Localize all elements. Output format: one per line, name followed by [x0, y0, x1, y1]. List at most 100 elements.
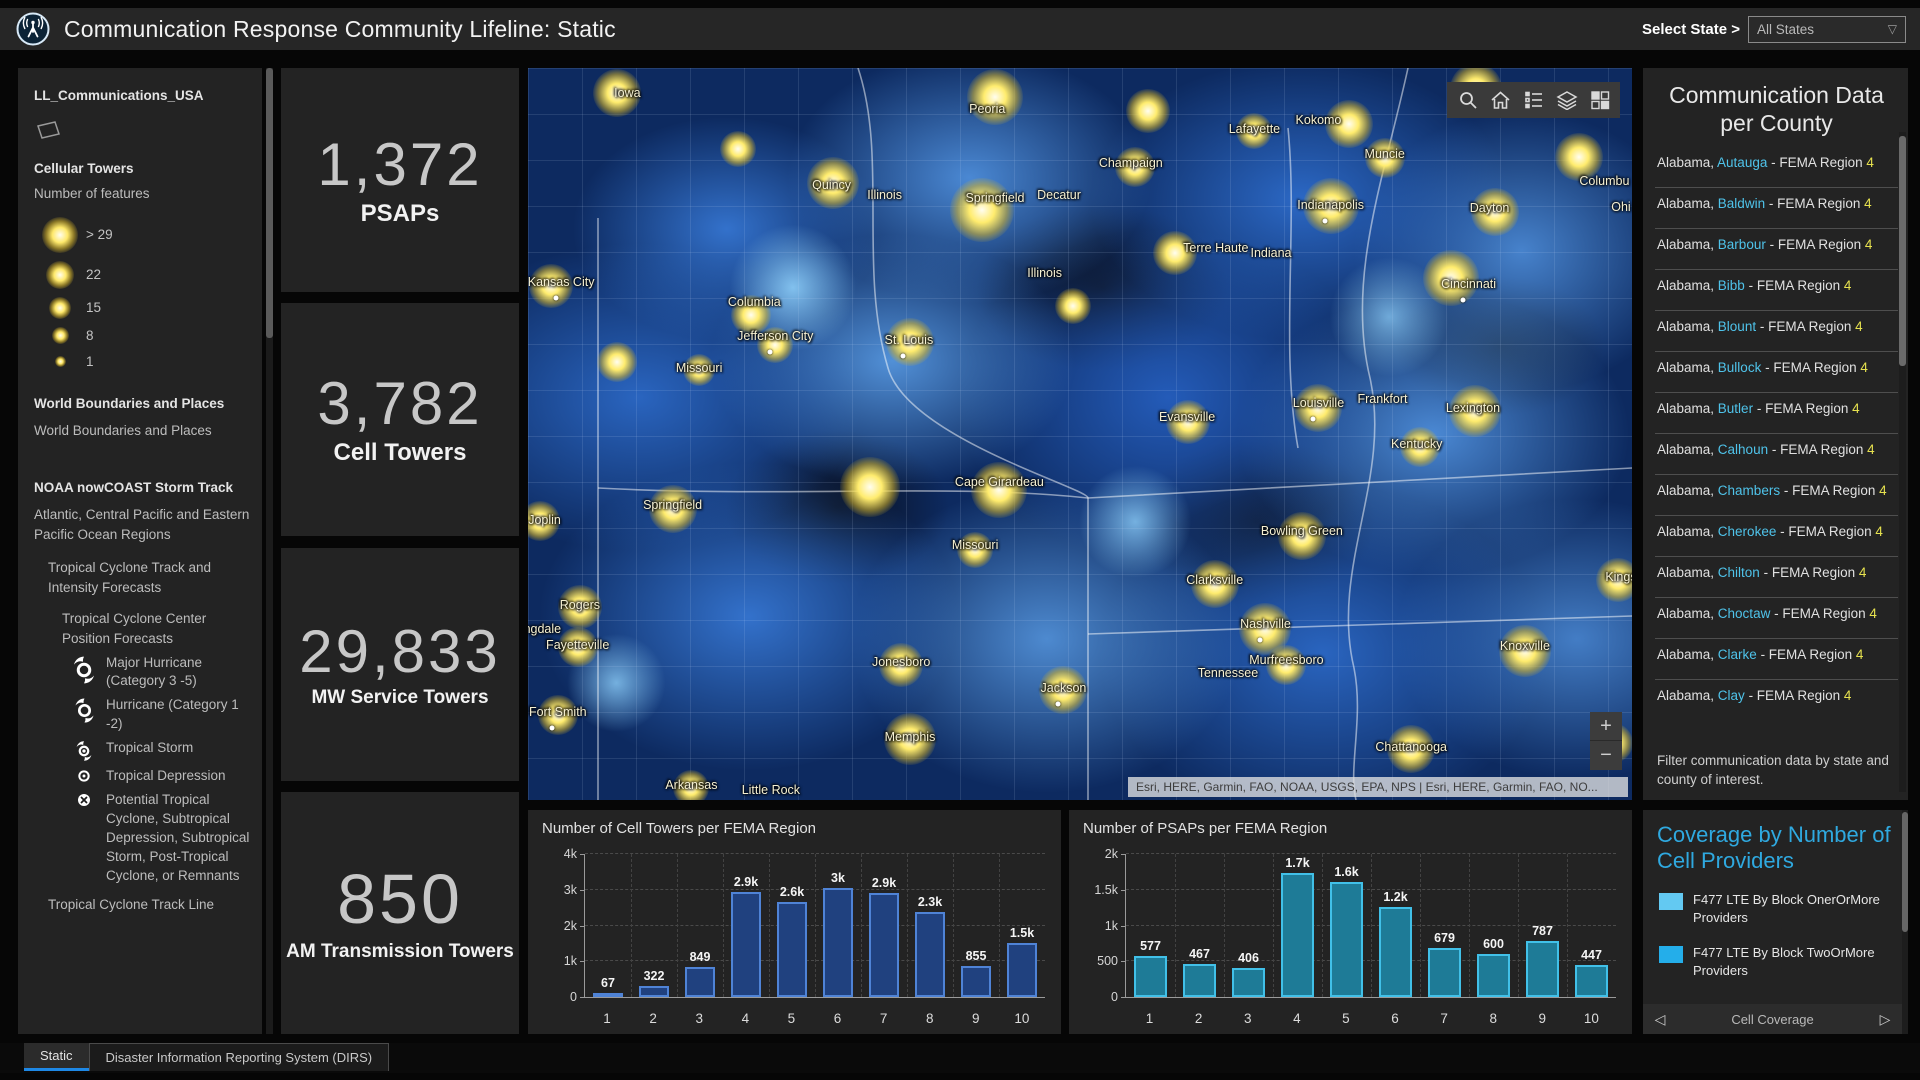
bar[interactable] [1428, 948, 1461, 997]
county-list-item[interactable]: Alabama, Baldwin - FEMA Region 4 [1655, 187, 1898, 228]
layers-icon[interactable] [1550, 82, 1583, 118]
bar-column[interactable]: 679 [1420, 854, 1469, 997]
cell-tower-cluster-marker[interactable] [885, 317, 934, 366]
bar[interactable] [684, 966, 716, 997]
zoom-in-button[interactable]: + [1590, 712, 1622, 741]
bar-column[interactable]: 1.6k [1322, 854, 1371, 997]
bar[interactable] [960, 966, 992, 997]
county-list-scrollbar[interactable] [1899, 132, 1906, 792]
cell-tower-cluster-marker[interactable] [1294, 383, 1343, 432]
coverage-map[interactable]: Iowa Peoria Kokomo Lafayette Muncie Champaign… [528, 68, 1632, 800]
bar[interactable] [822, 887, 854, 997]
cell-tower-cluster-marker[interactable] [1236, 112, 1273, 149]
bar-column[interactable]: 1.5k [999, 854, 1045, 997]
state-dropdown[interactable]: All States ▽ [1748, 15, 1906, 43]
cell-tower-cluster-marker[interactable] [1400, 427, 1441, 468]
bar-column[interactable]: 322 [631, 854, 677, 997]
cell-tower-cluster-marker[interactable] [683, 354, 716, 387]
cell-tower-cluster-marker[interactable] [1152, 231, 1197, 276]
cell-tower-cluster-marker[interactable] [1266, 644, 1307, 685]
bar[interactable] [1477, 954, 1510, 997]
bar[interactable] [1183, 963, 1216, 997]
county-list-item[interactable]: Alabama, Clarke - FEMA Region 4 [1655, 638, 1898, 679]
cell-tower-cluster-marker[interactable] [1115, 146, 1156, 187]
cell-tower-cluster-marker[interactable] [719, 130, 756, 167]
bar[interactable] [1379, 906, 1412, 997]
bar[interactable] [1006, 943, 1038, 997]
bar-column[interactable]: 2.9k [861, 854, 907, 997]
bar-column[interactable]: 447 [1567, 854, 1616, 997]
county-list-item[interactable]: Alabama, Barbour - FEMA Region 4 [1655, 228, 1898, 269]
cell-tower-cluster-marker[interactable] [1190, 560, 1239, 609]
cell-tower-cluster-marker[interactable] [1055, 287, 1092, 324]
bar-column[interactable]: 1.7k [1273, 854, 1322, 997]
sidebar-scrollbar-thumb[interactable] [266, 68, 273, 338]
cell-tower-cluster-marker[interactable] [1498, 624, 1551, 677]
county-list-item[interactable]: Alabama, Bullock - FEMA Region 4 [1655, 351, 1898, 392]
basemap-gallery-icon[interactable] [1583, 82, 1616, 118]
bar[interactable] [1330, 881, 1363, 997]
bar[interactable] [914, 912, 946, 997]
sidebar-scrollbar[interactable] [266, 68, 273, 1034]
legend-sidebar[interactable]: LL_Communications_USA Cellular Towers Nu… [18, 68, 262, 1034]
pager-next-icon[interactable]: ▷ [1879, 1010, 1891, 1027]
county-list-item[interactable]: Alabama, Chilton - FEMA Region 4 [1655, 556, 1898, 597]
coverage-scrollbar[interactable] [1902, 810, 1908, 1034]
cell-tower-cluster-marker[interactable] [971, 462, 1028, 519]
cell-tower-cluster-marker[interactable] [806, 156, 859, 209]
tab-static[interactable]: Static [24, 1043, 89, 1071]
cell-tower-cluster-marker[interactable] [1302, 178, 1359, 235]
coverage-scrollbar-thumb[interactable] [1902, 812, 1908, 932]
bar-column[interactable]: 406 [1224, 854, 1273, 997]
cell-tower-cluster-marker[interactable] [879, 642, 924, 687]
cell-tower-cluster-marker[interactable] [966, 68, 1023, 125]
cell-tower-cluster-marker[interactable] [883, 713, 936, 766]
cell-tower-cluster-marker[interactable] [957, 531, 994, 568]
cell-tower-cluster-marker[interactable] [1039, 666, 1088, 715]
cell-tower-cluster-marker[interactable] [1595, 558, 1632, 603]
county-list-item[interactable]: Alabama, Cherokee - FEMA Region 4 [1655, 515, 1898, 556]
cell-tower-cluster-marker[interactable] [1364, 138, 1405, 179]
legend-icon[interactable] [1517, 82, 1550, 118]
bar-column[interactable]: 855 [953, 854, 999, 997]
cell-tower-cluster-marker[interactable] [1555, 132, 1603, 181]
bar-column[interactable]: 787 [1518, 854, 1567, 997]
bar[interactable] [1232, 967, 1265, 997]
bar-column[interactable]: 2.9k [723, 854, 769, 997]
psaps-chart-plot[interactable]: 0 500 1k 1.5k 2k 577 467 406 1.7k 1.6k 1.2k 679 600 7… [1094, 847, 1616, 1004]
bar-column[interactable]: 467 [1175, 854, 1224, 997]
bar[interactable] [638, 985, 670, 997]
tab-disaster-information-reporting-system-dirs[interactable]: Disaster Information Reporting System (D… [88, 1043, 390, 1071]
home-icon[interactable] [1484, 82, 1517, 118]
cell-tower-cluster-marker[interactable] [1166, 400, 1211, 445]
county-list-item[interactable]: Alabama, Butler - FEMA Region 4 [1655, 392, 1898, 433]
bar-column[interactable]: 600 [1469, 854, 1518, 997]
cell-tower-cluster-marker[interactable] [557, 627, 598, 667]
cell-towers-chart-plot[interactable]: 0 1k 2k 3k 4k 67 322 849 2.9k 2.6k 3k 2.9k 2.3k 855 1.… [564, 847, 1045, 1004]
county-list-item[interactable]: Alabama, Clay - FEMA Region 4 [1655, 679, 1898, 720]
bar[interactable] [1575, 965, 1608, 997]
cell-tower-cluster-marker[interactable] [673, 769, 710, 800]
cell-tower-cluster-marker[interactable] [529, 264, 574, 309]
cell-tower-cluster-marker[interactable] [757, 327, 794, 364]
county-list-item[interactable]: Alabama, Calhoun - FEMA Region 4 [1655, 433, 1898, 474]
cell-tower-cluster-marker[interactable] [648, 484, 697, 533]
cell-tower-cluster-marker[interactable] [1449, 385, 1502, 438]
cell-tower-cluster-marker[interactable] [1387, 725, 1436, 774]
bar-column[interactable]: 849 [677, 854, 723, 997]
bar[interactable] [868, 893, 900, 997]
cell-tower-cluster-marker[interactable] [1422, 250, 1479, 307]
bar[interactable] [1134, 955, 1167, 997]
bar-column[interactable]: 2.6k [769, 854, 815, 997]
bar-column[interactable]: 2.3k [907, 854, 953, 997]
bar[interactable] [592, 993, 624, 997]
county-list-scrollbar-thumb[interactable] [1899, 136, 1906, 366]
cell-tower-cluster-marker[interactable] [1325, 99, 1374, 148]
county-list-item[interactable]: Alabama, Chambers - FEMA Region 4 [1655, 474, 1898, 515]
county-list-item[interactable]: Alabama, Choctaw - FEMA Region 4 [1655, 597, 1898, 638]
cell-tower-cluster-marker[interactable] [949, 178, 1014, 242]
pager-prev-icon[interactable]: ◁ [1654, 1010, 1666, 1027]
cell-tower-cluster-marker[interactable] [597, 341, 638, 382]
bar[interactable] [1281, 872, 1314, 997]
bar[interactable] [776, 902, 808, 997]
